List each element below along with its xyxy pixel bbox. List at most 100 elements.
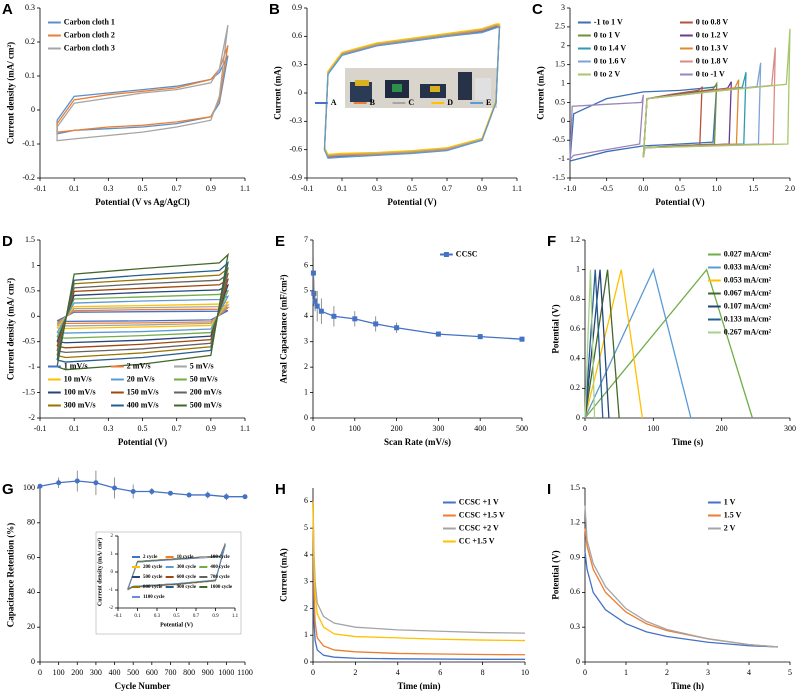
x-tick-label: 1100 [237,668,253,677]
x-tick-label: 300 [432,424,444,433]
y-axis-label: Current density (mA/ cm²) [96,538,103,606]
legend-label: 0.027 mA/cm² [724,249,772,258]
legend-label: 200 cycle [143,565,163,570]
x-tick-label: 2 [353,668,357,677]
marker [312,298,318,304]
y-tick-label: 0.1 [25,71,35,80]
x-tick-label: 1.1 [232,614,239,619]
legend-label: -1 to 1 V [594,17,623,26]
x-tick-label: 1.0 [712,184,722,193]
y-tick-label: 20 [27,622,35,631]
legend-label: 0.133 mA/cm² [724,314,772,323]
series-line [56,306,231,325]
legend-label: B [370,98,376,107]
legend-label: 50 mV/s [190,374,218,383]
legend-label: 2 V [724,523,736,532]
x-tick-label: 100 [53,668,65,677]
marker [130,488,136,494]
marker [223,494,229,500]
x-tick-label: 10 [521,668,529,677]
marker [310,270,316,276]
series-line [584,269,620,419]
y-tick-label: 0 [304,413,308,422]
y-axis-label: Capacitance Retention (%) [5,523,15,627]
series-line [56,272,229,354]
series-line [56,289,230,339]
legend-label: 0 to 0.8 V [696,17,729,26]
y-tick-label: -0.2 [22,173,35,182]
x-tick-label: 0.5 [407,184,417,193]
x-tick-label: 2 [665,668,669,677]
photo-sample [392,84,402,92]
x-tick-label: 300 [784,424,796,433]
legend-label: CCSC +1.5 V [459,510,505,519]
x-tick-label: 1.1 [240,424,250,433]
legend-label: 0 to 1 V [594,30,621,39]
x-axis-label: Time (s) [672,437,704,447]
y-tick-label: 3 [304,337,308,346]
y-axis-label: Current (mA) [272,66,282,120]
y-tick-label: -0.1 [22,139,35,148]
y-axis-label: Current density (mA/ cm²) [5,42,15,144]
panel: -0.1 0.1 0.3 0.5 0.7 0.9 1.1 -0.2 -0.1 0 0.1 0.2 0.3… [2,1,250,207]
series-line [56,261,229,363]
marker [352,316,358,322]
series-line [584,269,610,419]
x-tick-label: 800 [183,668,195,677]
photo-inset [345,68,497,108]
legend-label: 0.267 mA/cm² [724,327,772,336]
marker [56,480,62,486]
x-tick-label: -0.1 [301,184,314,193]
marker [318,308,324,314]
y-tick-label: 4 [304,550,308,559]
y-tick-label: 1 [576,264,580,273]
marker [37,483,43,489]
y-tick-label: 0.6 [570,587,580,596]
legend-label: 10 mV/s [64,374,92,383]
y-tick-label: -0.3 [289,116,302,125]
legend-label: CC +1.5 V [459,536,495,545]
y-axis-label: Current (mA) [278,548,288,602]
y-tick-label: 0 [31,311,35,320]
x-tick-label: 300 [90,668,102,677]
series-line [642,28,791,158]
x-tick-label: 0.7 [172,424,182,433]
y-axis-label: Potential (V) [550,304,560,353]
y-tick-label: 1.5 [555,59,565,68]
series-line [56,304,230,327]
x-tick-label: 700 [164,668,176,677]
y-tick-label: 0 [298,88,302,97]
y-tick-label: 1.5 [25,235,35,244]
series-line [312,501,526,634]
x-tick-label: 0.7 [442,184,452,193]
x-tick-label: 0.1 [69,424,79,433]
x-tick-label: 0.5 [173,614,180,619]
x-tick-label: 0.9 [212,614,219,619]
y-tick-label: 0.9 [292,3,302,12]
series-line [569,94,644,161]
series-line [584,268,754,419]
legend-label: Carbon cloth 3 [64,43,115,52]
y-tick-label: 0.8 [570,294,580,303]
series-line [56,278,229,349]
panel-label: H [275,481,286,498]
panel: -0.1 0.1 0.3 0.5 0.7 0.9 1.1 -0.9 -0.6 -0.3 0 0.3 0.… [269,1,522,207]
x-axis-label: Potential (V) [387,197,436,207]
x-tick-label: 0 [311,424,315,433]
y-tick-label: 2 [304,603,308,612]
x-tick-label: -0.1 [34,424,47,433]
y-tick-label: 1.5 [570,483,580,492]
series-line [56,283,230,344]
y-tick-label: 7 [304,235,308,244]
legend-label: 1 V [724,497,736,506]
y-tick-label: 0.5 [25,286,35,295]
y-tick-label: 3 [304,577,308,586]
marker [149,488,155,494]
x-tick-label: 0 [583,668,587,677]
x-tick-label: 0.9 [206,424,216,433]
x-tick-label: 0.1 [134,614,141,619]
x-axis-label: Scan Rate (mV/s) [384,437,451,447]
x-axis-label: Time (h) [671,681,704,691]
x-tick-label: 1000 [218,668,234,677]
y-tick-label: 5 [304,523,308,532]
